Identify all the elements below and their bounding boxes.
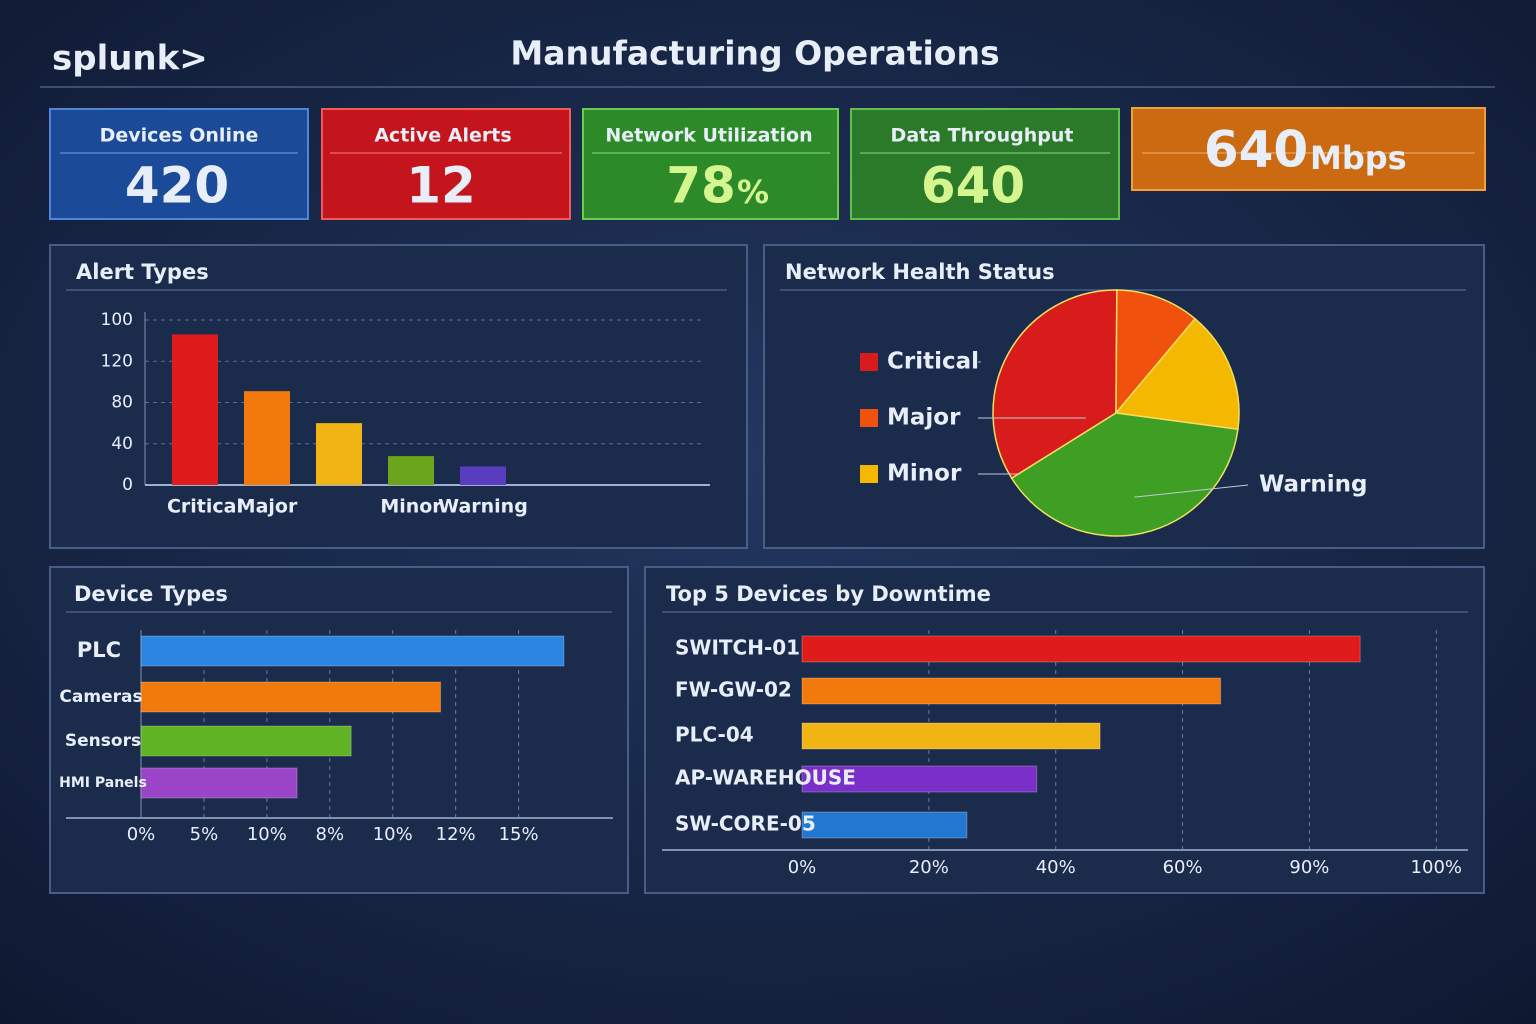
bar xyxy=(460,466,506,485)
x-tick-label: 40% xyxy=(1036,857,1076,878)
kpi-unit: % xyxy=(737,173,769,211)
logo: splunk> xyxy=(52,39,208,79)
bar xyxy=(801,811,968,839)
panel xyxy=(49,244,748,549)
bar xyxy=(140,635,565,667)
kpi-title: Network Utilization xyxy=(605,125,812,147)
x-tick-label: 100% xyxy=(1411,857,1462,878)
kpi-tile xyxy=(850,108,1120,220)
pie-slice xyxy=(1114,317,1240,431)
bar xyxy=(801,677,1222,705)
x-tick-label: Critical xyxy=(167,496,243,518)
y-tick-label: 100 xyxy=(101,310,133,330)
y-tick-label: 40 xyxy=(111,434,133,454)
x-tick-label: 20% xyxy=(909,857,949,878)
bar xyxy=(388,456,434,485)
legend-label: Minor xyxy=(887,461,962,487)
kpi-unit: Mbps xyxy=(1310,139,1407,177)
kpi-value: 78 xyxy=(666,157,736,215)
x-tick-label: Warning xyxy=(438,496,528,518)
x-tick-label: Major xyxy=(237,496,298,518)
y-tick-label: 80 xyxy=(111,393,133,413)
kpi-title: Devices Online xyxy=(100,125,259,147)
bar xyxy=(801,635,1361,663)
bar xyxy=(316,423,362,485)
y-tick-label: 120 xyxy=(101,351,133,371)
y-tick-label: AP-WAREHOUSE xyxy=(675,766,856,790)
kpi-value: 640 xyxy=(921,157,1025,215)
panel-title: Network Health Status xyxy=(785,260,1055,284)
leader-line xyxy=(1134,484,1249,498)
kpi-title: Active Alerts xyxy=(374,125,511,147)
legend-label: Critical xyxy=(887,349,979,375)
dashboard-title: Manufacturing Operations xyxy=(510,34,999,73)
panel-title: Device Types xyxy=(74,582,228,606)
kpi-tile xyxy=(321,108,571,220)
x-tick-label: 12% xyxy=(436,824,476,845)
kpi-value: 420 xyxy=(125,157,229,215)
y-tick-label: SW-CORE-05 xyxy=(675,812,816,836)
y-tick-label: SWITCH-01 xyxy=(675,636,800,660)
bar xyxy=(244,391,290,485)
x-tick-label: 0% xyxy=(127,824,156,845)
x-tick-label: 0% xyxy=(788,857,817,878)
panel-title: Alert Types xyxy=(76,260,209,284)
y-tick-label: Cameras xyxy=(59,687,142,707)
y-tick-label: 0 xyxy=(122,475,133,495)
slice-label: Warning xyxy=(1259,472,1368,498)
x-tick-label: 10% xyxy=(373,824,413,845)
x-tick-label: 60% xyxy=(1163,857,1203,878)
x-tick-label: 15% xyxy=(499,824,539,845)
bar xyxy=(801,765,1038,793)
panel-title: Top 5 Devices by Downtime xyxy=(666,582,991,606)
legend-swatch xyxy=(860,353,878,371)
kpi-tile xyxy=(49,108,309,220)
bar xyxy=(140,767,298,799)
x-tick-label: Minor xyxy=(380,496,442,518)
y-tick-label: HMI Panels xyxy=(59,775,147,791)
x-tick-label: 90% xyxy=(1289,857,1329,878)
bar xyxy=(801,722,1101,750)
bar xyxy=(172,334,218,485)
kpi-value: 640 xyxy=(1204,121,1308,179)
bar xyxy=(140,681,442,713)
kpi-value: 12 xyxy=(406,157,476,215)
kpi-tile xyxy=(582,108,839,220)
y-tick-label: PLC xyxy=(77,638,121,662)
legend-swatch xyxy=(860,465,878,483)
kpi-title: Data Throughput xyxy=(891,125,1074,147)
kpi-tile xyxy=(1131,107,1486,191)
y-tick-label: PLC-04 xyxy=(675,723,754,747)
y-tick-label: FW-GW-02 xyxy=(675,678,792,702)
x-tick-label: 10% xyxy=(247,824,287,845)
legend-label: Major xyxy=(887,405,961,431)
x-tick-label: 8% xyxy=(316,824,345,845)
x-tick-label: 5% xyxy=(190,824,219,845)
legend-swatch xyxy=(860,409,878,427)
bar xyxy=(140,725,352,757)
pie-slice xyxy=(1115,289,1197,416)
pie-slice xyxy=(1010,412,1239,537)
y-tick-label: Sensors xyxy=(65,731,141,751)
